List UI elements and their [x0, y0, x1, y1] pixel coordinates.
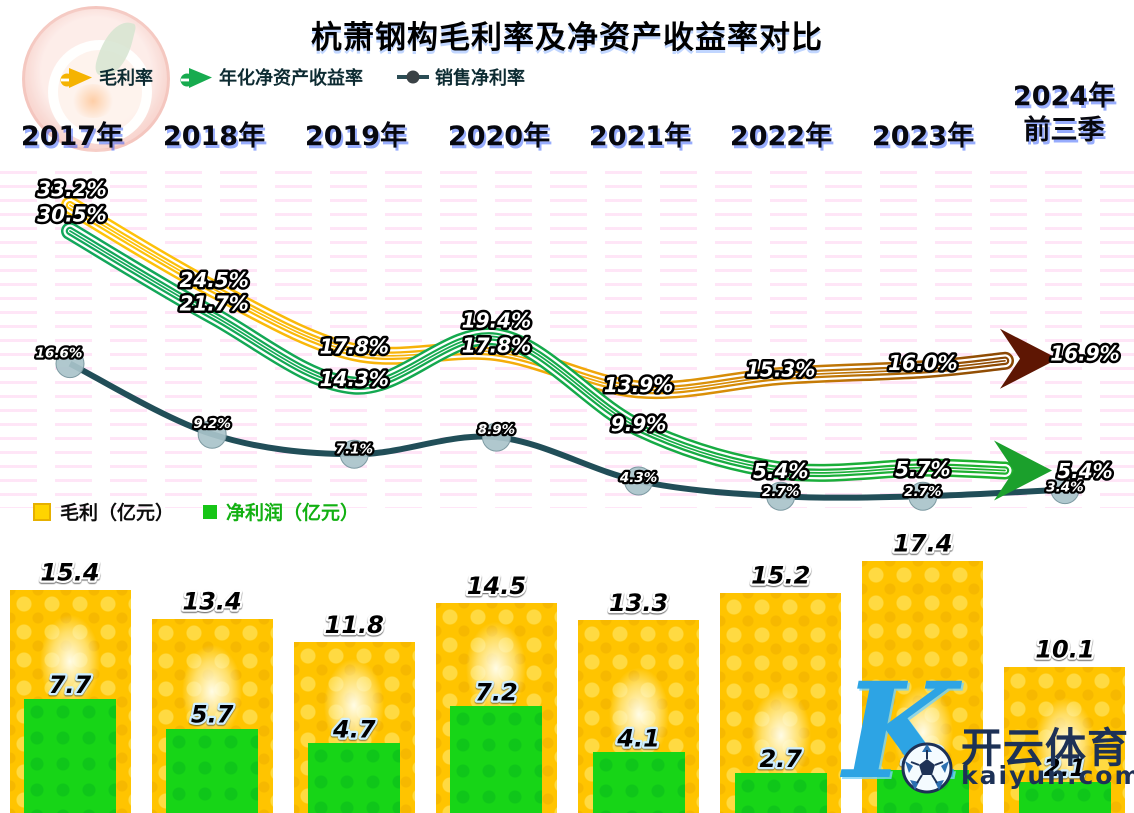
- legend-label: 毛利（亿元）: [60, 502, 175, 524]
- axis-year-2023: 2023年: [871, 121, 975, 152]
- net-profit-value-label: 2.1: [1044, 754, 1087, 782]
- net-margin-marker: [766, 481, 796, 511]
- roe-arrowhead: [994, 440, 1052, 501]
- data-label: 15.3%: [746, 358, 815, 382]
- watermark-domain-text: kaiyun.com: [961, 761, 1134, 790]
- green-swatch-icon: [203, 504, 217, 519]
- data-label: 17.8%: [320, 335, 389, 359]
- net-margin-marker: [197, 419, 227, 449]
- data-label: 14.3%: [320, 367, 389, 391]
- gross-profit-value-label: 13.3: [609, 589, 668, 617]
- green-arrow-icon: [180, 68, 212, 88]
- legend-label: 年化净资产收益率: [219, 68, 363, 89]
- data-label: 4.3%: [619, 470, 657, 486]
- axis-year-2020: 2020年: [447, 121, 551, 152]
- net-margin-marker: [481, 422, 511, 452]
- axis-year-2019: 2019年: [304, 121, 408, 152]
- data-label: 17.8%: [462, 334, 531, 358]
- page-title: 杭萧钢构毛利率及净资产收益率对比: [311, 20, 823, 56]
- net-profit-bar: [166, 728, 259, 813]
- dark-line-dot-icon: [397, 70, 429, 84]
- logo-glow: [70, 84, 116, 118]
- data-label: 5.7%: [895, 457, 950, 481]
- data-label: 21.7%: [179, 291, 248, 315]
- net-profit-value-label: 7.7: [49, 671, 92, 699]
- soccer-ball-icon: [901, 742, 953, 794]
- axis-year-2022: 2022年: [729, 121, 833, 152]
- line-chart-legend: 毛利率 年化净资产收益率 销售净利率: [0, 64, 1134, 98]
- axis-year-2017: 2017年: [20, 121, 124, 152]
- roe-line: [69, 230, 1006, 474]
- net-profit-value-label: 7.2: [475, 678, 518, 706]
- net-profit-bar: [592, 752, 685, 813]
- net-profit-value-label: 2.7: [759, 745, 802, 773]
- data-label: 33.2%: [37, 177, 106, 201]
- net-margin-marker: [55, 349, 85, 379]
- axis-year-2024q3: 2024年 前三季: [994, 80, 1134, 148]
- gross-margin-arrowhead: [1000, 328, 1058, 389]
- gross-profit-value-label: 13.4: [183, 588, 242, 616]
- plot-background: [0, 160, 1134, 508]
- net-profit-bar: [1018, 781, 1111, 813]
- net-profit-bar: [450, 706, 543, 813]
- data-label: 24.5%: [179, 268, 248, 292]
- brand-logo: [22, 6, 170, 152]
- axis-year-2018: 2018年: [162, 121, 266, 152]
- data-label: 5.4%: [753, 459, 808, 483]
- data-label: 19.4%: [462, 308, 531, 332]
- net-margin-marker: [1050, 475, 1080, 505]
- kaiyun-watermark: K 开云体育 kaiyun.com: [843, 598, 1134, 813]
- legend-item-gross-margin: 毛利率: [58, 64, 153, 90]
- net-margin-marker: [339, 439, 369, 469]
- yellow-swatch-icon: [33, 502, 51, 521]
- data-label: 8.9%: [478, 422, 515, 438]
- data-label: 16.0%: [888, 351, 957, 375]
- gross-profit-value-label: 15.2: [751, 562, 810, 590]
- net-profit-bar: [308, 743, 401, 813]
- watermark-brand-text: 开云体育: [961, 724, 1129, 772]
- legend-item-net-margin: 销售净利率: [396, 64, 525, 90]
- legend-label: 净利润（亿元）: [226, 502, 360, 524]
- net-profit-bar: [24, 699, 116, 813]
- gross-profit-value-label: 15.4: [40, 559, 99, 587]
- data-label: 9.9%: [611, 412, 666, 436]
- net-margin-marker: [624, 466, 654, 496]
- data-label: 2.7%: [762, 484, 799, 500]
- net-profit-value-label: 5.7: [191, 701, 234, 729]
- bar-chart-legend: 毛利（亿元） 净利润（亿元）: [0, 498, 600, 524]
- axis-year-2024-line1: 2024年: [1012, 81, 1116, 112]
- net-profit-bar: [734, 773, 827, 813]
- net-profit-value-label: 4.1: [616, 724, 660, 752]
- data-label: 16.6%: [36, 346, 83, 362]
- legend-label: 毛利率: [99, 68, 153, 89]
- gross-profit-value-label: 14.5: [467, 572, 526, 600]
- data-label: 3.4%: [1046, 480, 1083, 496]
- net-profit-value-label: 4.7: [332, 715, 376, 743]
- data-label: 7.1%: [336, 441, 373, 457]
- yellow-arrow-icon: [60, 68, 92, 88]
- data-label: 16.9%: [1050, 341, 1119, 365]
- data-label: 9.2%: [193, 416, 230, 432]
- data-label: 13.9%: [604, 373, 673, 397]
- legend-label: 销售净利率: [435, 68, 525, 89]
- axis-year-2024-line2: 前三季: [1023, 115, 1105, 146]
- gross-profit-value-label: 10.1: [1035, 636, 1094, 664]
- legend-item-net-profit: 净利润（亿元）: [203, 498, 359, 525]
- axis-year-2021: 2021年: [588, 121, 692, 152]
- data-label: 30.5%: [37, 203, 106, 227]
- data-label: 2.7%: [904, 484, 941, 500]
- gross-profit-value-label: 11.8: [325, 611, 384, 639]
- data-label: 5.4%: [1057, 459, 1112, 483]
- legend-item-gross-profit: 毛利（亿元）: [33, 498, 174, 525]
- net-margin-marker: [908, 481, 938, 511]
- legend-item-roe: 年化净资产收益率: [178, 64, 363, 90]
- gross-profit-value-label: 17.4: [893, 530, 952, 558]
